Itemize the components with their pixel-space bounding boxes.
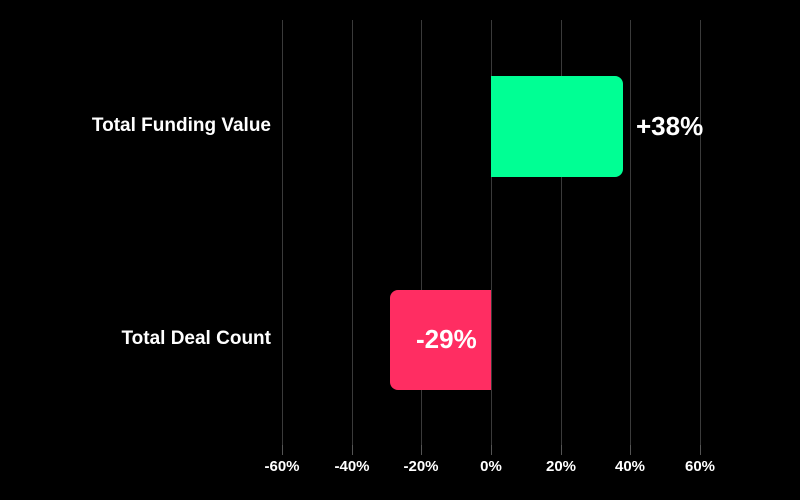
x-tick: [561, 445, 562, 455]
bar-total-deal-count: [390, 290, 491, 390]
gridline: [352, 20, 353, 445]
x-tick-label: 40%: [614, 458, 646, 475]
gridline: [700, 20, 701, 445]
bar-total-funding-value: [491, 76, 623, 177]
x-tick: [630, 445, 631, 455]
value-label: -29%: [416, 324, 477, 354]
gridline: [561, 20, 562, 445]
x-tick: [352, 445, 353, 455]
gridline: [630, 20, 631, 445]
x-tick-label: 0%: [480, 458, 502, 475]
x-tick-label: 60%: [684, 458, 716, 475]
gridline: [421, 20, 422, 445]
x-tick-label: 20%: [545, 458, 577, 475]
category-label: Total Deal Count: [121, 328, 271, 349]
x-tick-label: -40%: [334, 458, 370, 475]
gridline: [491, 20, 492, 445]
x-tick: [491, 445, 492, 455]
gridline: [282, 20, 283, 445]
x-tick-label: -20%: [403, 458, 439, 475]
value-label: +38%: [636, 110, 704, 141]
category-label: Total Funding Value: [91, 114, 271, 136]
x-tick: [700, 445, 701, 455]
x-tick: [421, 445, 422, 455]
x-tick-label: -60%: [264, 458, 300, 475]
x-tick: [282, 445, 283, 455]
